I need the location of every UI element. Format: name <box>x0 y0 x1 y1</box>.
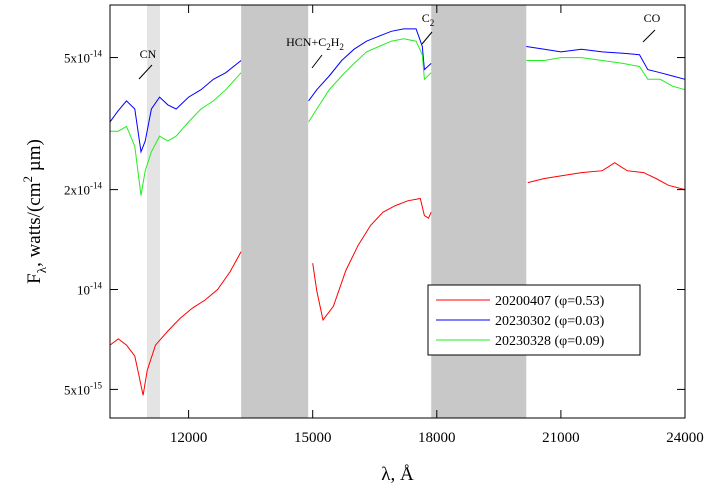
annotation-part: 2 <box>326 42 331 52</box>
annotation: CN <box>140 47 157 61</box>
annotation-part: HCN+C <box>286 35 326 49</box>
x-tick-label: 18000 <box>418 430 456 446</box>
legend-label: 20200407 (φ=0.53) <box>495 294 605 309</box>
annotation: C2 <box>422 11 435 28</box>
y-tick-exponent: -14 <box>90 181 102 191</box>
y-axis-label-part: , watts/(cm <box>24 182 45 267</box>
series-line <box>109 28 686 154</box>
y-tick-label: 10-14 <box>77 281 102 298</box>
annotation-pointer <box>311 54 323 69</box>
series-line <box>110 38 686 196</box>
annotation-pointer <box>138 64 153 80</box>
y-tick-base: 2x10 <box>64 183 90 198</box>
y-axis-label-part: µm) <box>24 139 45 176</box>
plot-frame <box>109 4 686 419</box>
annotation-part: CN <box>140 47 157 61</box>
y-tick-base: 5x10 <box>64 51 90 66</box>
annotation-part: 2 <box>430 18 435 28</box>
x-axis-label: λ, Å <box>381 464 414 485</box>
annotation-part: C <box>422 11 430 25</box>
y-tick-label: 5x10-15 <box>64 380 102 397</box>
y-tick-label: 5x10-14 <box>64 49 102 66</box>
y-axis-label-part: 2 <box>20 176 35 183</box>
y-tick-base: 5x10 <box>64 382 90 397</box>
x-tick-label: 15000 <box>294 430 332 446</box>
shaded-region <box>147 5 161 418</box>
y-axis-label-part: λ <box>34 266 49 273</box>
legend-label: 20230302 (φ=0.03) <box>495 314 605 329</box>
y-tick-exponent: -14 <box>90 281 102 291</box>
y-tick-label: 2x10-14 <box>64 181 102 198</box>
series-line <box>109 162 686 396</box>
y-tick-base: 10 <box>77 283 90 298</box>
shaded-region <box>241 5 309 418</box>
annotation: CO <box>644 11 661 25</box>
x-tick-label: 21000 <box>542 430 580 446</box>
annotation-part: CO <box>644 11 661 25</box>
x-tick-label: 12000 <box>170 430 208 446</box>
annotation: HCN+C2H2 <box>286 35 344 52</box>
annotation-pointer <box>642 29 656 43</box>
y-tick-exponent: -15 <box>90 380 102 390</box>
y-tick-exponent: -14 <box>90 49 102 59</box>
annotation-part: 2 <box>339 42 344 52</box>
y-axis-label-part: F <box>24 273 45 284</box>
y-axis-label: Fλ, watts/(cm2 µm) <box>20 139 49 284</box>
legend-label: 20230328 (φ=0.09) <box>495 334 605 349</box>
annotation-part: H <box>331 35 340 49</box>
annotation-pointer <box>421 31 433 45</box>
shaded-region <box>431 5 527 418</box>
x-tick-label: 24000 <box>666 430 704 446</box>
